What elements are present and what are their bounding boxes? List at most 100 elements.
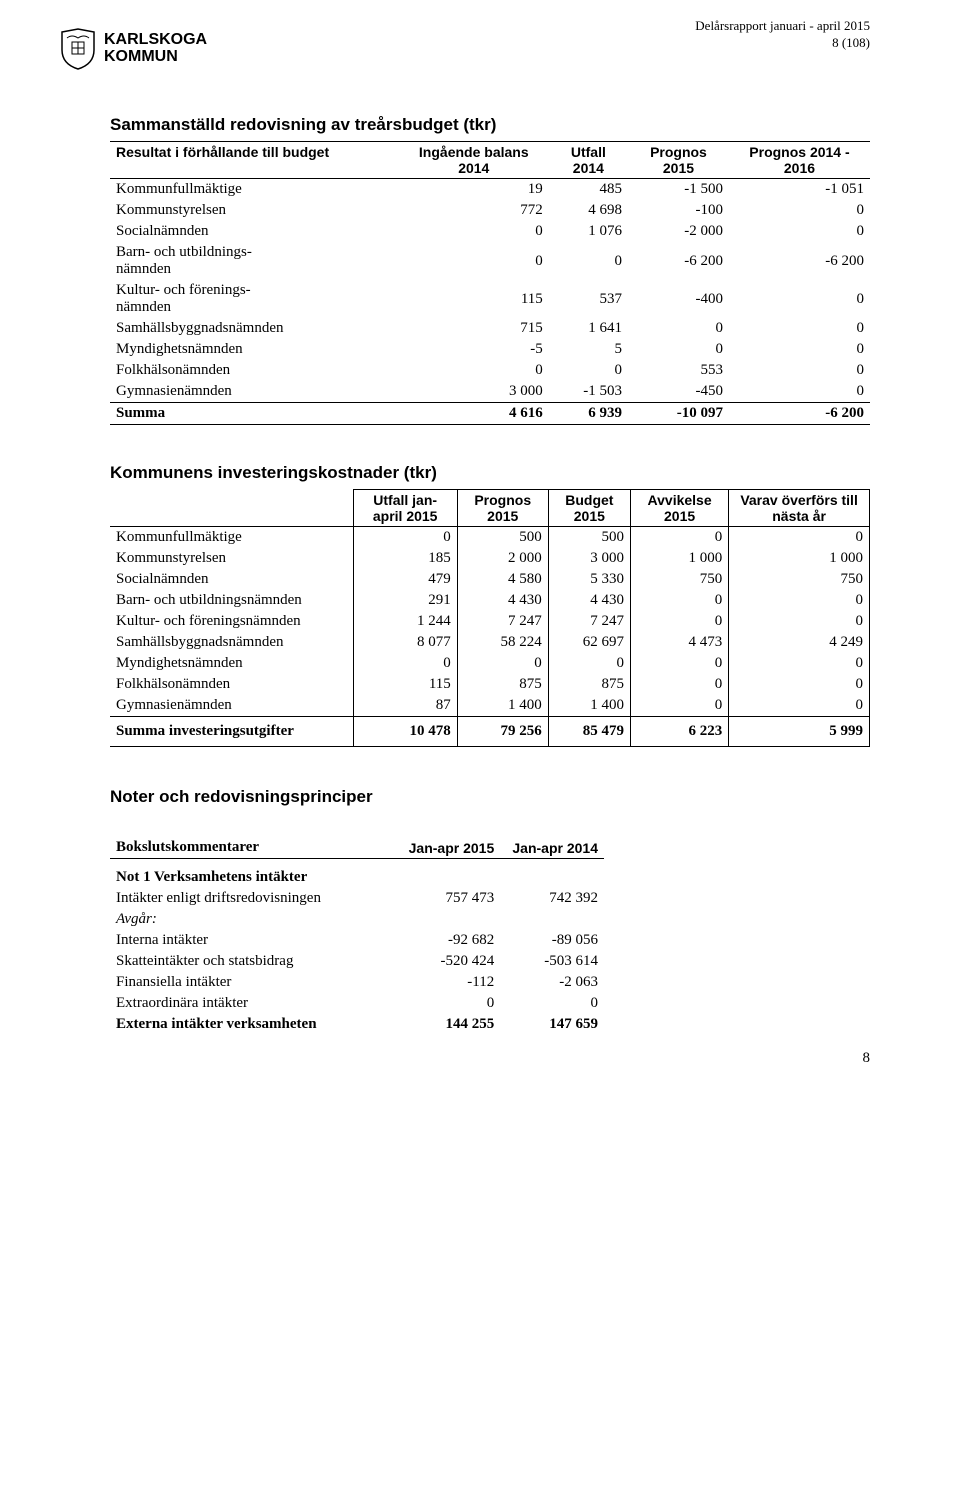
cell-value: -92 682 — [397, 930, 501, 951]
cell-value: 1 076 — [549, 221, 628, 242]
cell-value: 0 — [631, 653, 729, 674]
table-row: Externa intäkter verksamheten144 255147 … — [110, 1014, 604, 1035]
cell-value: 485 — [549, 179, 628, 201]
row-label: Samhällsbyggnadsnämnden — [110, 318, 399, 339]
t2-sum-label: Summa investeringsutgifter — [110, 717, 353, 747]
table-row: Barn- och utbildningsnämnden2914 4304 43… — [110, 590, 870, 611]
cell-value: 115 — [399, 280, 549, 318]
t1-col1: Ingående balans 2014 — [399, 142, 549, 179]
cell-value: 0 — [729, 200, 870, 221]
notes-title: Noter och redovisningsprinciper — [110, 787, 870, 807]
table-row: Avgår: — [110, 909, 604, 930]
cell-value: 0 — [628, 339, 729, 360]
t3-col2: Jan-apr 2014 — [500, 837, 604, 859]
cell-value: 1 400 — [548, 695, 630, 717]
t1-sum-c3: -6 200 — [729, 403, 870, 425]
t2-sum-c3: 6 223 — [631, 717, 729, 747]
cell-value: -5 — [399, 339, 549, 360]
cell-value: 715 — [399, 318, 549, 339]
footer-page-number: 8 — [863, 1050, 871, 1067]
row-label: Finansiella intäkter — [110, 972, 397, 993]
row-label: Gymnasienämnden — [110, 381, 399, 403]
cell-value: 772 — [399, 200, 549, 221]
cell-value: 115 — [353, 674, 457, 695]
cell-value: -6 200 — [729, 242, 870, 280]
page-indicator: 8 (108) — [695, 35, 870, 52]
cell-value: 0 — [729, 653, 870, 674]
row-label: Kommunfullmäktige — [110, 179, 399, 201]
t2-sum-c1: 79 256 — [457, 717, 548, 747]
t3-col1: Jan-apr 2015 — [397, 837, 501, 859]
cell-value: 0 — [399, 221, 549, 242]
cell-value: -1 500 — [628, 179, 729, 201]
t1-col3: Prognos 2015 — [628, 142, 729, 179]
table-row: Socialnämnden4794 5805 330750750 — [110, 569, 870, 590]
t2-sum-c4: 5 999 — [729, 717, 870, 747]
t2-sum-c2: 85 479 — [548, 717, 630, 747]
cell-value: 58 224 — [457, 632, 548, 653]
cell-value: -503 614 — [500, 951, 604, 972]
cell-value: 8 077 — [353, 632, 457, 653]
cell-value: 0 — [549, 360, 628, 381]
cell-value: 742 392 — [500, 888, 604, 909]
row-label: Interna intäkter — [110, 930, 397, 951]
cell-value: -400 — [628, 280, 729, 318]
table-row: Intäkter enligt driftsredovisningen757 4… — [110, 888, 604, 909]
cell-value — [500, 909, 604, 930]
cell-value: 875 — [457, 674, 548, 695]
table-row: Kultur- och förenings- nämnden115537-400… — [110, 280, 870, 318]
table-row: Folkhälsonämnden005530 — [110, 360, 870, 381]
table-row: Socialnämnden01 076-2 0000 — [110, 221, 870, 242]
cell-value: 0 — [399, 360, 549, 381]
t3-col-label: Bokslutskommentarer — [110, 837, 397, 859]
cell-value: 7 247 — [457, 611, 548, 632]
cell-value: -1 503 — [549, 381, 628, 403]
cell-value: 757 473 — [397, 888, 501, 909]
table-row: Gymnasienämnden3 000-1 503-4500 — [110, 381, 870, 403]
cell-value: 1 244 — [353, 611, 457, 632]
cell-value: 3 000 — [399, 381, 549, 403]
t2-sum-row: Summa investeringsutgifter 10 478 79 256… — [110, 717, 870, 747]
table-row: Extraordinära intäkter00 — [110, 993, 604, 1014]
cell-value — [397, 909, 501, 930]
table-row: Myndighetsnämnden-5500 — [110, 339, 870, 360]
table-row: Barn- och utbildnings- nämnden00-6 200-6… — [110, 242, 870, 280]
table-row: Kommunstyrelsen1852 0003 0001 0001 000 — [110, 548, 870, 569]
cell-value: 19 — [399, 179, 549, 201]
row-label: Externa intäkter verksamheten — [110, 1014, 397, 1035]
cell-value: -450 — [628, 381, 729, 403]
row-label: Socialnämnden — [110, 221, 399, 242]
table2: Utfall jan-april 2015 Prognos 2015 Budge… — [110, 489, 870, 747]
cell-value: 291 — [353, 590, 457, 611]
cell-value: 144 255 — [397, 1014, 501, 1035]
cell-value: -1 051 — [729, 179, 870, 201]
row-label: Folkhälsonämnden — [110, 360, 399, 381]
cell-value: 0 — [399, 242, 549, 280]
cell-value: -2 063 — [500, 972, 604, 993]
cell-value: 4 698 — [549, 200, 628, 221]
t1-col0: Resultat i förhållande till budget — [110, 142, 399, 179]
note1-title-row: Not 1 Verksamhetens intäkter — [110, 859, 604, 889]
shield-icon — [60, 28, 96, 70]
t2-col1: Utfall jan-april 2015 — [353, 490, 457, 527]
cell-value: 0 — [548, 653, 630, 674]
cell-value: 0 — [729, 280, 870, 318]
cell-value: 4 473 — [631, 632, 729, 653]
row-label: Myndighetsnämnden — [110, 653, 353, 674]
row-label: Folkhälsonämnden — [110, 674, 353, 695]
cell-value: 0 — [631, 611, 729, 632]
row-label: Barn- och utbildnings- nämnden — [110, 242, 399, 280]
cell-value: 5 330 — [548, 569, 630, 590]
table-row: Finansiella intäkter-112-2 063 — [110, 972, 604, 993]
table-row: Kommunfullmäktige050050000 — [110, 527, 870, 549]
row-label: Barn- och utbildningsnämnden — [110, 590, 353, 611]
cell-value: -112 — [397, 972, 501, 993]
cell-value: 0 — [729, 695, 870, 717]
t2-sum-c0: 10 478 — [353, 717, 457, 747]
t2-col3: Budget 2015 — [548, 490, 630, 527]
table-row: Kultur- och föreningsnämnden1 2447 2477 … — [110, 611, 870, 632]
cell-value: 0 — [729, 381, 870, 403]
cell-value: 0 — [729, 318, 870, 339]
table1: Resultat i förhållande till budget Ingåe… — [110, 141, 870, 425]
cell-value: 62 697 — [548, 632, 630, 653]
